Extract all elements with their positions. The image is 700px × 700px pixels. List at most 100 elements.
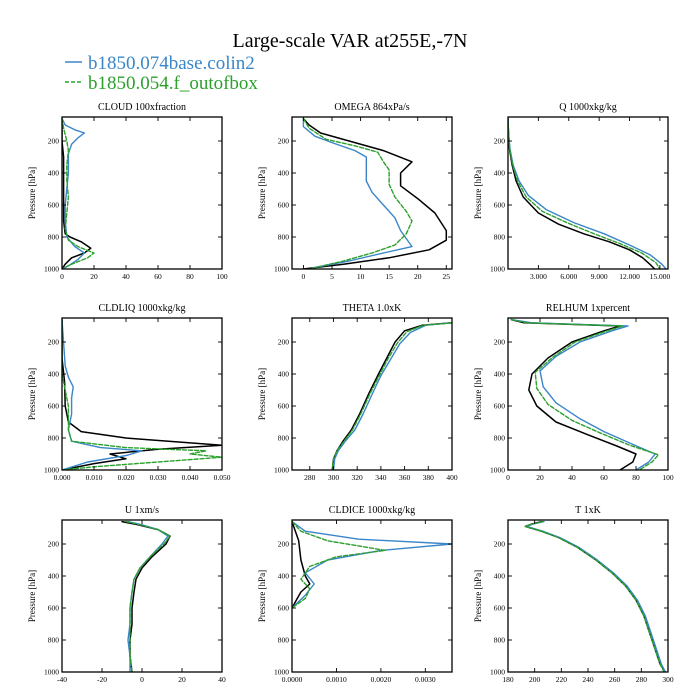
y-tick-label: 400 — [278, 169, 290, 178]
y-tick-label: 800 — [494, 434, 506, 443]
x-tick-label: 220 — [556, 675, 568, 684]
x-tick-label: -40 — [57, 675, 67, 684]
series-line-0 — [331, 322, 452, 470]
x-tick-label: 180 — [502, 675, 514, 684]
y-tick-label: 200 — [48, 338, 60, 347]
x-tick-label: 0.020 — [118, 473, 135, 482]
x-tick-label: 0 — [506, 473, 510, 482]
y-tick-label: 200 — [48, 137, 60, 146]
x-tick-label: 12.000 — [619, 272, 640, 281]
legend-label-base: b1850.074base.colin2 — [88, 53, 255, 74]
x-tick-label: 20 — [536, 473, 544, 482]
series-line-2 — [125, 520, 171, 672]
plot-frame — [291, 519, 453, 673]
y-tick-label: 1000 — [490, 466, 505, 475]
plot-frame — [291, 116, 453, 270]
y-tick-label: 800 — [278, 434, 290, 443]
series-line-0 — [292, 520, 311, 609]
series-line-2 — [508, 117, 661, 269]
panel-title: RELHUM 1xpercent — [546, 303, 630, 314]
y-tick-label: 200 — [494, 137, 506, 146]
panel-3: CLDLIQ 1000xkg/kg Pressure [hPa] 200 400 600… — [27, 303, 231, 482]
y-axis-label: Pressure [hPa] — [257, 167, 267, 219]
x-tick-label: 0.010 — [86, 473, 103, 482]
y-axis-label: Pressure [hPa] — [257, 570, 267, 622]
x-tick-label: 0.000 — [54, 473, 71, 482]
series-line-1 — [332, 322, 452, 470]
series-line-2 — [292, 520, 386, 609]
y-tick-label: 800 — [278, 233, 290, 242]
y-tick-label: 200 — [48, 540, 60, 549]
y-tick-label: 600 — [48, 201, 60, 210]
series-line-0 — [524, 520, 667, 672]
y-tick-label: 800 — [494, 233, 506, 242]
y-tick-label: 400 — [494, 370, 506, 379]
plot-frame — [291, 317, 453, 471]
series-line-0 — [302, 117, 448, 269]
y-tick-label: 1000 — [44, 265, 59, 274]
plot-frame — [61, 519, 223, 673]
x-tick-label: 0.0030 — [415, 675, 436, 684]
y-tick-label: 200 — [278, 540, 290, 549]
y-tick-label: 600 — [278, 201, 290, 210]
x-tick-label: 40 — [568, 473, 576, 482]
x-tick-label: 280 — [304, 473, 316, 482]
x-tick-label: 360 — [399, 473, 411, 482]
x-tick-label: 0 — [60, 272, 64, 281]
y-tick-label: 1000 — [44, 668, 59, 677]
panel-title: CLDICE 1000xkg/kg — [329, 505, 415, 516]
y-tick-label: 400 — [278, 572, 290, 581]
y-tick-label: 800 — [48, 434, 60, 443]
y-tick-label: 400 — [494, 169, 506, 178]
plot-frame — [507, 116, 669, 270]
series-line-2 — [302, 117, 413, 269]
y-tick-label: 800 — [278, 636, 290, 645]
legend-label-outofbox: b1850.054.f_outofbox — [88, 73, 258, 94]
series-line-0 — [62, 117, 92, 269]
x-tick-label: 9.000 — [591, 272, 608, 281]
x-tick-label: 300 — [662, 675, 674, 684]
series-line-1 — [62, 117, 86, 269]
figure-title: Large-scale VAR at255E,-7N — [233, 30, 468, 52]
legend: b1850.074base.colin2 b1850.054.f_outofbo… — [65, 53, 258, 94]
x-tick-label: 60 — [600, 473, 608, 482]
y-tick-label: 1000 — [274, 668, 289, 677]
panel-title: CLOUD 100xfraction — [98, 102, 186, 113]
panel-title: U 1xm/s — [125, 505, 159, 516]
x-tick-label: 0.040 — [182, 473, 199, 482]
series-line-2 — [510, 318, 660, 470]
y-axis-label: Pressure [hPa] — [27, 570, 37, 622]
x-tick-label: 340 — [375, 473, 387, 482]
y-tick-label: 200 — [494, 338, 506, 347]
x-tick-label: 0.0000 — [282, 675, 303, 684]
y-tick-label: 600 — [48, 604, 60, 613]
y-tick-label: 600 — [494, 402, 506, 411]
y-tick-label: 400 — [48, 370, 60, 379]
x-tick-label: 240 — [582, 675, 594, 684]
y-tick-label: 200 — [278, 338, 290, 347]
x-tick-label: 300 — [328, 473, 340, 482]
x-tick-label: 5 — [330, 272, 334, 281]
y-axis-label: Pressure [hPa] — [473, 570, 483, 622]
panel-4: THETA 1.0xK Pressure [hPa] 200 400 600 800 100… — [257, 303, 458, 482]
x-tick-label: -20 — [97, 675, 107, 684]
y-axis-label: Pressure [hPa] — [257, 368, 267, 420]
x-tick-label: 0 — [302, 272, 306, 281]
x-tick-label: 0 — [140, 675, 144, 684]
x-tick-label: 80 — [186, 272, 194, 281]
panel-7: CLDICE 1000xkg/kg Pressure [hPa] 200 400 600… — [257, 505, 453, 684]
panel-title: THETA 1.0xK — [343, 303, 402, 314]
x-tick-label: 6.000 — [560, 272, 577, 281]
x-tick-label: 0.0020 — [371, 675, 392, 684]
y-tick-label: 1000 — [274, 466, 289, 475]
y-tick-label: 1000 — [44, 466, 59, 475]
x-tick-label: 100 — [662, 473, 674, 482]
x-tick-label: 200 — [529, 675, 541, 684]
x-tick-label: 0.0010 — [326, 675, 347, 684]
plot-frame — [507, 519, 669, 673]
x-tick-label: 40 — [218, 675, 226, 684]
y-tick-label: 800 — [48, 233, 60, 242]
